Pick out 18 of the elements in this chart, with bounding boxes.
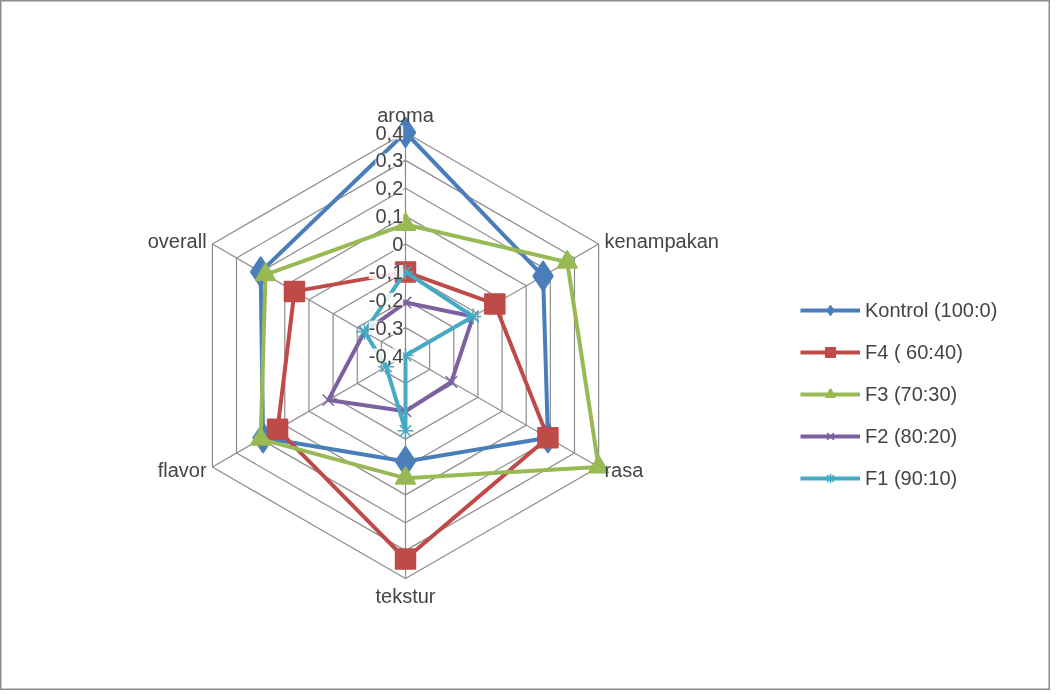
y-tick-label: 0 [392, 233, 404, 255]
spoke-label: tekstur [375, 585, 436, 608]
legend-label: F4 ( 60:40) [865, 340, 963, 364]
legend-label: F1 (90:10) [865, 466, 958, 490]
legend-label: Kontrol (100:0) [865, 298, 998, 322]
y-tick-label: 0,1 [375, 205, 404, 228]
y-tick-label: 0,2 [375, 177, 404, 200]
spoke-label: kenampakan [604, 229, 719, 252]
spoke-label: flavor [157, 459, 207, 482]
y-tick-label: 0,3 [375, 149, 404, 172]
y-tick-label: -0,1 [368, 260, 404, 283]
y-tick-label: -0,3 [368, 316, 404, 339]
legend-label: F3 (70:30) [865, 382, 958, 406]
spoke-label: overall [147, 229, 207, 252]
y-tick-label: -0,4 [368, 344, 404, 367]
legend-label: F2 (80:20) [865, 424, 958, 448]
y-tick-label: -0,2 [368, 288, 404, 311]
spoke-label: rasa [604, 459, 645, 482]
